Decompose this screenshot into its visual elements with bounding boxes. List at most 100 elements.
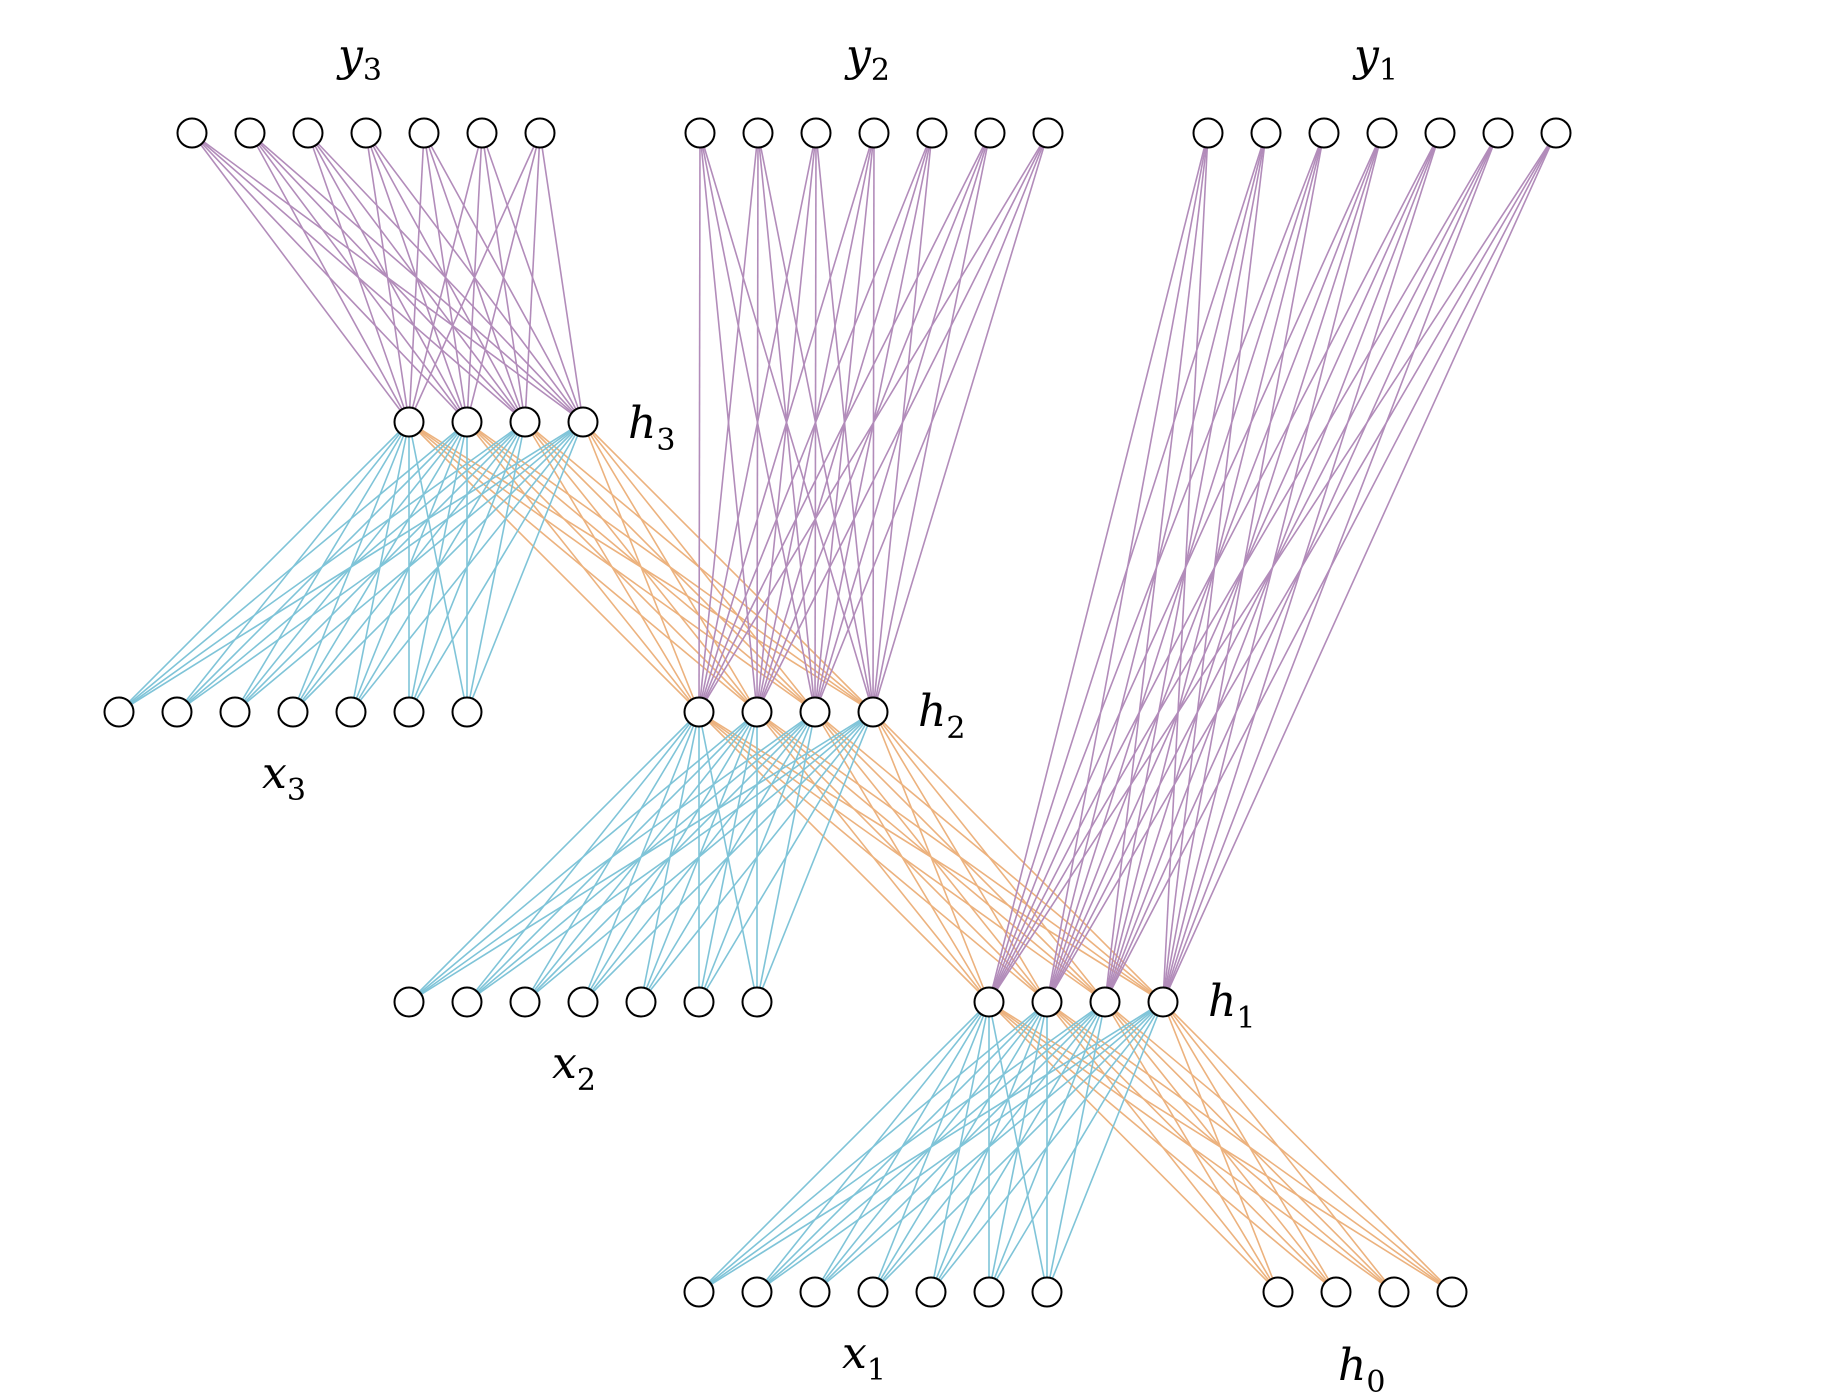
node-x3-1	[161, 696, 193, 728]
edge-y3-6-h3-2	[524, 132, 541, 423]
node-y2-5	[974, 117, 1006, 149]
edge-h1-3-h0-2	[1162, 1001, 1395, 1293]
edge-y2-4-h2-0	[698, 132, 933, 713]
node-y1-3	[1366, 117, 1398, 149]
edge-x2-4-h2-0	[640, 711, 700, 1003]
edge-y1-6-h1-1	[1046, 132, 1557, 1003]
edge-y2-0-h2-0	[698, 132, 701, 713]
edge-h1-3-h0-3	[1162, 1001, 1453, 1293]
edge-y3-3-h3-0	[365, 132, 410, 423]
node-h3-2	[509, 406, 541, 438]
node-h1-3	[1147, 986, 1179, 1018]
edge-y2-5-h2-0	[698, 132, 991, 713]
node-y2-4	[916, 117, 948, 149]
node-x1-3	[857, 1276, 889, 1308]
edge-y1-5-h1-0	[988, 132, 1499, 1003]
node-y1-6	[1540, 117, 1572, 149]
edge-x2-0-h2-0	[408, 711, 700, 1003]
label-x1: x1	[842, 1328, 886, 1388]
edge-x3-0-h3-0	[118, 421, 410, 713]
edge-h1-0-h0-0	[988, 1001, 1279, 1293]
edge-x2-6-h2-2	[756, 711, 816, 1003]
edge-h3-3-h2-0	[582, 421, 700, 713]
edge-x1-4-h1-0	[930, 1001, 990, 1293]
label-h0: h0	[1338, 1340, 1385, 1398]
label-h3: h3	[628, 398, 675, 458]
node-y3-5	[466, 117, 498, 149]
edge-x3-6-h3-3	[466, 421, 584, 713]
edge-y1-2-h1-0	[988, 132, 1325, 1003]
edge-h2-2-h1-0	[814, 711, 990, 1003]
edge-h1-3-h0-1	[1162, 1001, 1337, 1293]
edge-x2-6-h2-0	[698, 711, 758, 1003]
node-x3-5	[393, 696, 425, 728]
node-y2-3	[858, 117, 890, 149]
edge-x1-2-h1-0	[814, 1001, 990, 1293]
edge-h3-3-h2-1	[582, 421, 758, 713]
node-y1-2	[1308, 117, 1340, 149]
edge-y2-1-h2-0	[698, 132, 759, 713]
edge-x3-4-h3-0	[350, 421, 410, 713]
node-x3-4	[335, 696, 367, 728]
label-y3: y3	[336, 30, 382, 88]
node-x2-0	[393, 986, 425, 1018]
node-y1-1	[1250, 117, 1282, 149]
edge-y1-3-h1-0	[988, 132, 1383, 1003]
connection-lines	[118, 132, 1557, 1293]
edge-x2-6-h2-3	[756, 711, 874, 1003]
node-x2-2	[509, 986, 541, 1018]
edge-h1-1-h0-0	[1046, 1001, 1279, 1293]
edge-x1-3-h1-0	[872, 1001, 990, 1293]
edge-x3-6-h3-0	[408, 421, 468, 713]
node-h0-0	[1262, 1276, 1294, 1308]
node-y3-3	[350, 117, 382, 149]
edge-y2-3-h2-0	[698, 132, 875, 713]
edge-x2-2-h2-0	[524, 711, 700, 1003]
node-x3-2	[219, 696, 251, 728]
edge-y1-4-h1-0	[988, 132, 1441, 1003]
edge-y2-2-h2-0	[698, 132, 817, 713]
label-y1: y1	[1352, 30, 1398, 88]
edge-x1-1-h1-0	[756, 1001, 990, 1293]
edge-x1-6-h1-3	[1046, 1001, 1164, 1293]
node-h0-1	[1320, 1276, 1352, 1308]
edge-h2-3-h1-0	[872, 711, 990, 1003]
node-h1-1	[1031, 986, 1063, 1018]
edge-y2-6-h2-3	[872, 132, 1049, 713]
label-h1: h1	[1208, 976, 1255, 1036]
edge-x1-6-h1-0	[988, 1001, 1048, 1293]
node-x1-0	[683, 1276, 715, 1308]
edge-y3-5-h3-0	[408, 132, 483, 423]
node-x2-1	[451, 986, 483, 1018]
node-h3-3	[567, 406, 599, 438]
node-y3-1	[234, 117, 266, 149]
node-y1-5	[1482, 117, 1514, 149]
edge-y3-0-h3-0	[191, 132, 410, 423]
node-x3-6	[451, 696, 483, 728]
label-x2: x2	[552, 1038, 596, 1098]
edge-h1-2-h0-0	[1104, 1001, 1279, 1293]
node-h0-3	[1436, 1276, 1468, 1308]
node-x3-0	[103, 696, 135, 728]
node-y2-2	[800, 117, 832, 149]
node-x1-2	[799, 1276, 831, 1308]
edge-y1-6-h1-0	[988, 132, 1557, 1003]
edge-x3-3-h3-0	[292, 421, 410, 713]
node-y1-0	[1192, 117, 1224, 149]
node-x2-3	[567, 986, 599, 1018]
edge-y1-0-h1-0	[988, 132, 1209, 1003]
node-h2-0	[683, 696, 715, 728]
node-x2-4	[625, 986, 657, 1018]
edge-y1-6-h1-2	[1104, 132, 1557, 1003]
edge-x1-6-h1-2	[1046, 1001, 1106, 1293]
label-x3: x3	[262, 748, 306, 808]
node-h0-2	[1378, 1276, 1410, 1308]
neuron-nodes	[103, 117, 1572, 1308]
node-h1-2	[1089, 986, 1121, 1018]
edge-x3-2-h3-0	[234, 421, 410, 713]
node-x2-6	[741, 986, 773, 1018]
edge-y3-6-h3-1	[466, 132, 541, 423]
edge-x2-1-h2-0	[466, 711, 700, 1003]
node-h2-3	[857, 696, 889, 728]
